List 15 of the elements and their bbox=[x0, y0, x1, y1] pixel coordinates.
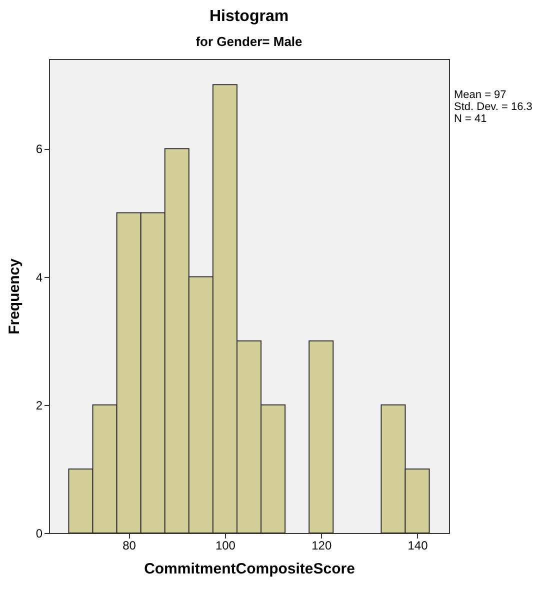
y-tick-label: 0 bbox=[36, 526, 43, 540]
y-axis-title: Frequency bbox=[6, 258, 23, 334]
text: N = 41 bbox=[454, 113, 487, 125]
x-tick-label: 100 bbox=[215, 538, 236, 552]
x-tick-label: 80 bbox=[122, 538, 136, 552]
y-tick-label: 4 bbox=[36, 270, 43, 284]
x-axis-title: CommitmentCompositeScore bbox=[144, 560, 355, 578]
text: Std. Dev. = 16.3 bbox=[454, 101, 532, 113]
y-tick-label: 6 bbox=[36, 142, 43, 156]
chart-title: Histogram bbox=[209, 8, 289, 25]
x-tick-label: 120 bbox=[312, 538, 332, 552]
y-tick-label: 2 bbox=[36, 398, 43, 412]
chart-subtitle: for Gender= Male bbox=[196, 34, 302, 49]
x-tick-label: 140 bbox=[408, 538, 428, 552]
text: Mean = 97 bbox=[454, 89, 506, 101]
